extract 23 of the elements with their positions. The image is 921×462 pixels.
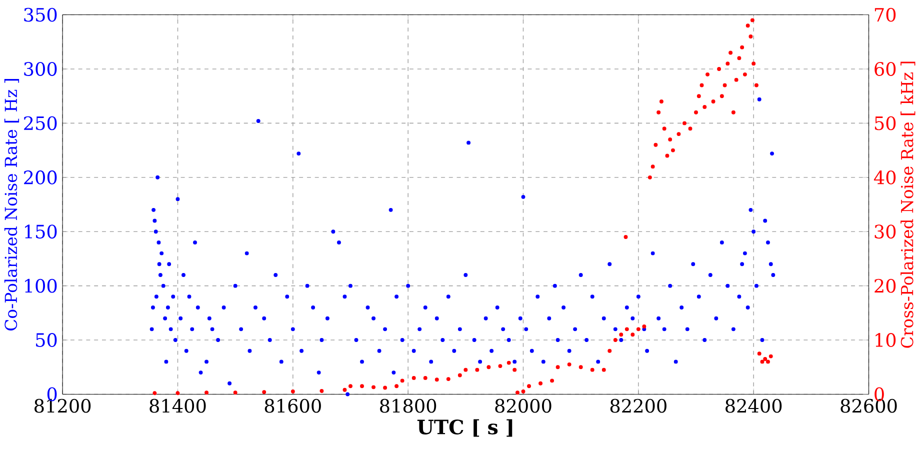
y2-tick-label: 30 xyxy=(874,224,896,238)
y-tick-label: 300 xyxy=(24,62,57,76)
y-axis-title: Co-Polarized Noise Rate [ Hz ] xyxy=(4,78,20,330)
x-axis-title: UTC [ s ] xyxy=(417,419,512,437)
x-tick-label: 82200 xyxy=(610,398,666,413)
y2-tick-label: 60 xyxy=(874,62,896,76)
y-tick-label: 200 xyxy=(24,170,57,184)
y2-tick-label: 70 xyxy=(874,8,896,22)
x-tick-label: 82400 xyxy=(726,398,782,413)
y-tick-label: 150 xyxy=(25,224,57,238)
x-tick-label: 81800 xyxy=(380,398,436,413)
y-tick-label: 100 xyxy=(25,278,57,293)
y2-tick-label: 10 xyxy=(876,332,896,347)
y2-axis-title: Cross-Polarized Noise Rate [ kHz ] xyxy=(900,62,916,348)
y-tick-label: 350 xyxy=(24,8,57,22)
y2-tick-label: 20 xyxy=(874,278,896,293)
x-tick-label: 81400 xyxy=(150,398,206,413)
y2-tick-label: 40 xyxy=(874,170,896,184)
y-tick-label: 250 xyxy=(24,116,57,130)
y-tick-label: 50 xyxy=(36,332,57,347)
x-tick-label: 81600 xyxy=(264,398,321,413)
y2-tick-label: 50 xyxy=(874,116,896,130)
x-tick-label: 82000 xyxy=(495,398,552,413)
